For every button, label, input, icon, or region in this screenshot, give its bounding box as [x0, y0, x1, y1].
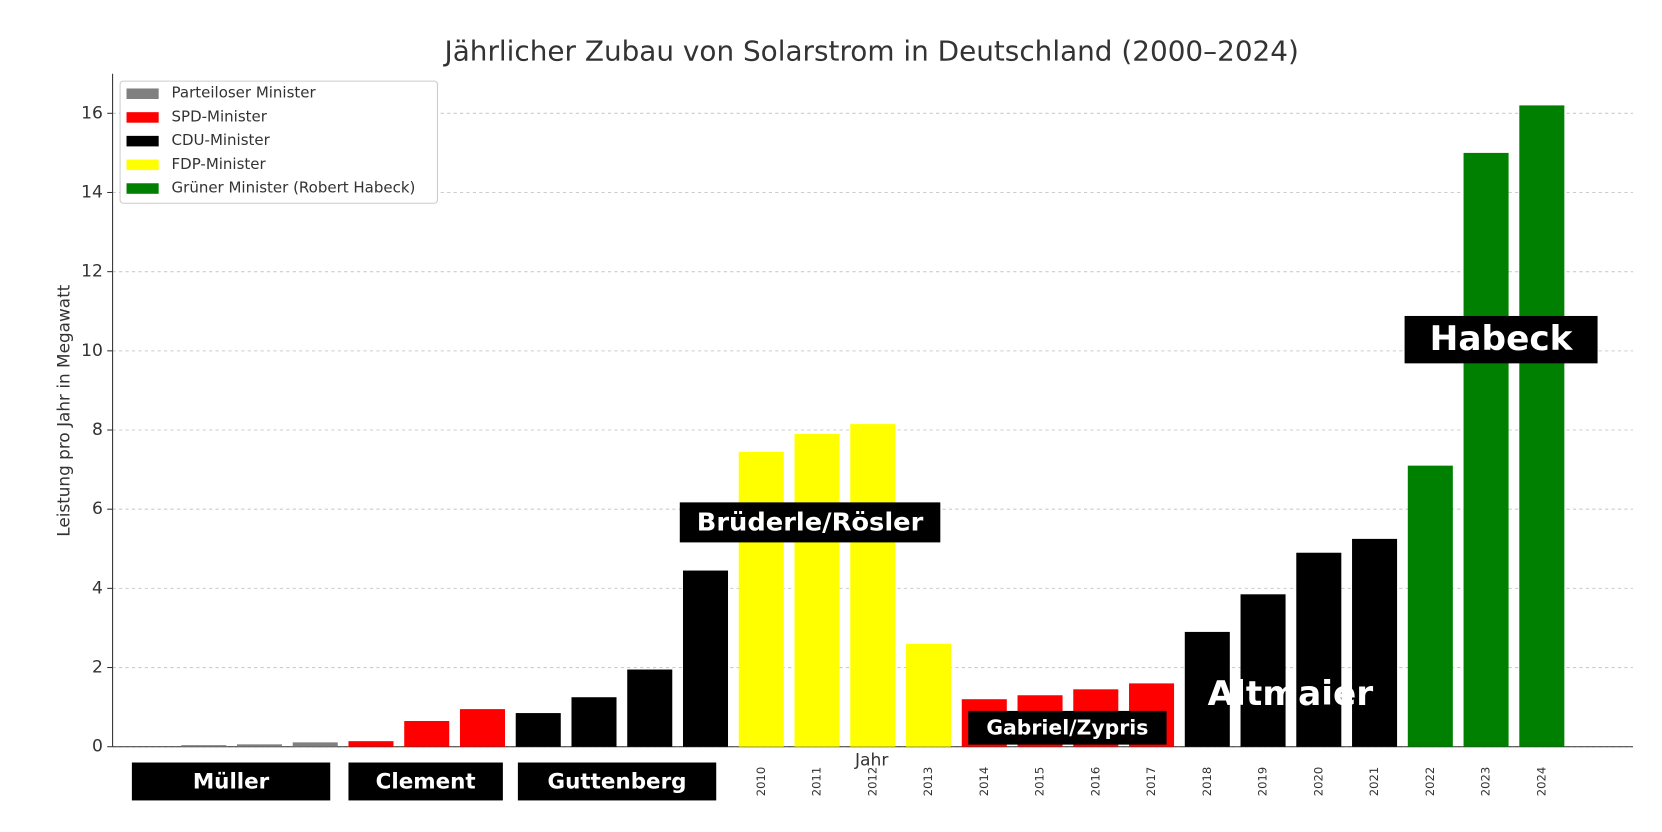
bar — [1296, 552, 1342, 747]
legend-frame — [119, 80, 438, 204]
y-tick-label: 16 — [81, 103, 103, 123]
bar — [1407, 465, 1453, 747]
annotation: Müller — [193, 770, 270, 795]
annotation: Clement — [376, 770, 476, 795]
x-tick-label: 2016 — [1088, 767, 1102, 796]
y-axis-label: Leistung pro Jahr in Megawatt — [54, 284, 74, 536]
x-tick-label: 2010 — [754, 767, 768, 796]
legend-label: Grüner Minister (Robert Habeck) — [172, 179, 416, 197]
x-tick-label: 2017 — [1144, 767, 1158, 796]
y-tick-label: 0 — [92, 737, 103, 757]
bar — [1352, 538, 1398, 747]
x-tick-label: 2011 — [809, 767, 823, 796]
x-tick-label: 2023 — [1479, 767, 1493, 796]
y-tick-label: 12 — [81, 262, 103, 282]
bar — [1463, 152, 1509, 747]
legend-label: SPD-Minister — [172, 108, 268, 126]
bar — [515, 713, 561, 747]
legend: Parteiloser Minister SPD-Minister CDU-Mini… — [119, 80, 438, 204]
x-tick-label: 2014 — [977, 767, 991, 796]
bar — [1240, 594, 1286, 747]
annotation-box — [517, 762, 717, 801]
x-tick-label: 2024 — [1534, 767, 1548, 796]
annotation-box — [348, 762, 503, 801]
y-tick-label: 6 — [92, 499, 103, 519]
bar — [794, 433, 840, 747]
y-tick-label: 2 — [92, 658, 103, 678]
x-tick-label: 2019 — [1255, 767, 1269, 796]
bar — [850, 424, 896, 747]
annotation: Altmaier — [1208, 674, 1374, 714]
annotation-box — [968, 710, 1167, 745]
bar — [236, 744, 282, 747]
x-tick-label: 2012 — [865, 767, 879, 796]
plot-root: Jährlicher Zubau von Solarstrom in Deuts… — [54, 35, 1633, 801]
legend-swatch — [126, 135, 159, 147]
x-tick-label: 2020 — [1311, 767, 1325, 796]
bar — [1184, 631, 1230, 747]
legend-swatch — [126, 159, 159, 171]
annotation-box — [131, 762, 331, 801]
annotation-box — [1404, 315, 1598, 364]
bar — [738, 451, 784, 747]
y-tick-label: 8 — [92, 420, 103, 440]
x-tick-label: 2018 — [1200, 767, 1214, 796]
bar — [682, 570, 729, 747]
y-tick-label: 14 — [81, 183, 103, 203]
annotation: Guttenberg — [548, 770, 687, 795]
legend-label: CDU-Minister — [172, 131, 271, 149]
annotation: Brüderle/Rösler — [697, 508, 924, 538]
bar — [404, 720, 450, 747]
bar — [571, 697, 617, 747]
bar — [459, 709, 506, 747]
legend-swatch — [126, 183, 159, 194]
annotation: Habeck — [1430, 319, 1574, 359]
bar — [906, 643, 952, 747]
x-axis-label: Jahr — [854, 751, 889, 771]
bar — [181, 745, 227, 747]
x-tick-label: 2022 — [1423, 767, 1437, 796]
bar — [348, 741, 394, 747]
annotation-box — [679, 502, 941, 543]
legend-label: Parteiloser Minister — [172, 84, 317, 102]
bar — [1519, 105, 1565, 747]
chart-title: Jährlicher Zubau von Solarstrom in Deuts… — [442, 35, 1298, 68]
legend-swatch — [126, 88, 159, 100]
x-tick-label: 2015 — [1032, 767, 1046, 796]
annotation: Gabriel/Zypris — [986, 715, 1148, 739]
bar — [627, 669, 673, 747]
x-tick-label: 2021 — [1367, 767, 1381, 796]
x-tick-label: 2013 — [921, 767, 935, 796]
legend-swatch — [126, 112, 159, 123]
y-tick-label: 10 — [81, 341, 103, 361]
legend-label: FDP-Minister — [172, 155, 267, 173]
bar — [292, 742, 338, 747]
y-tick-label: 4 — [92, 578, 103, 598]
